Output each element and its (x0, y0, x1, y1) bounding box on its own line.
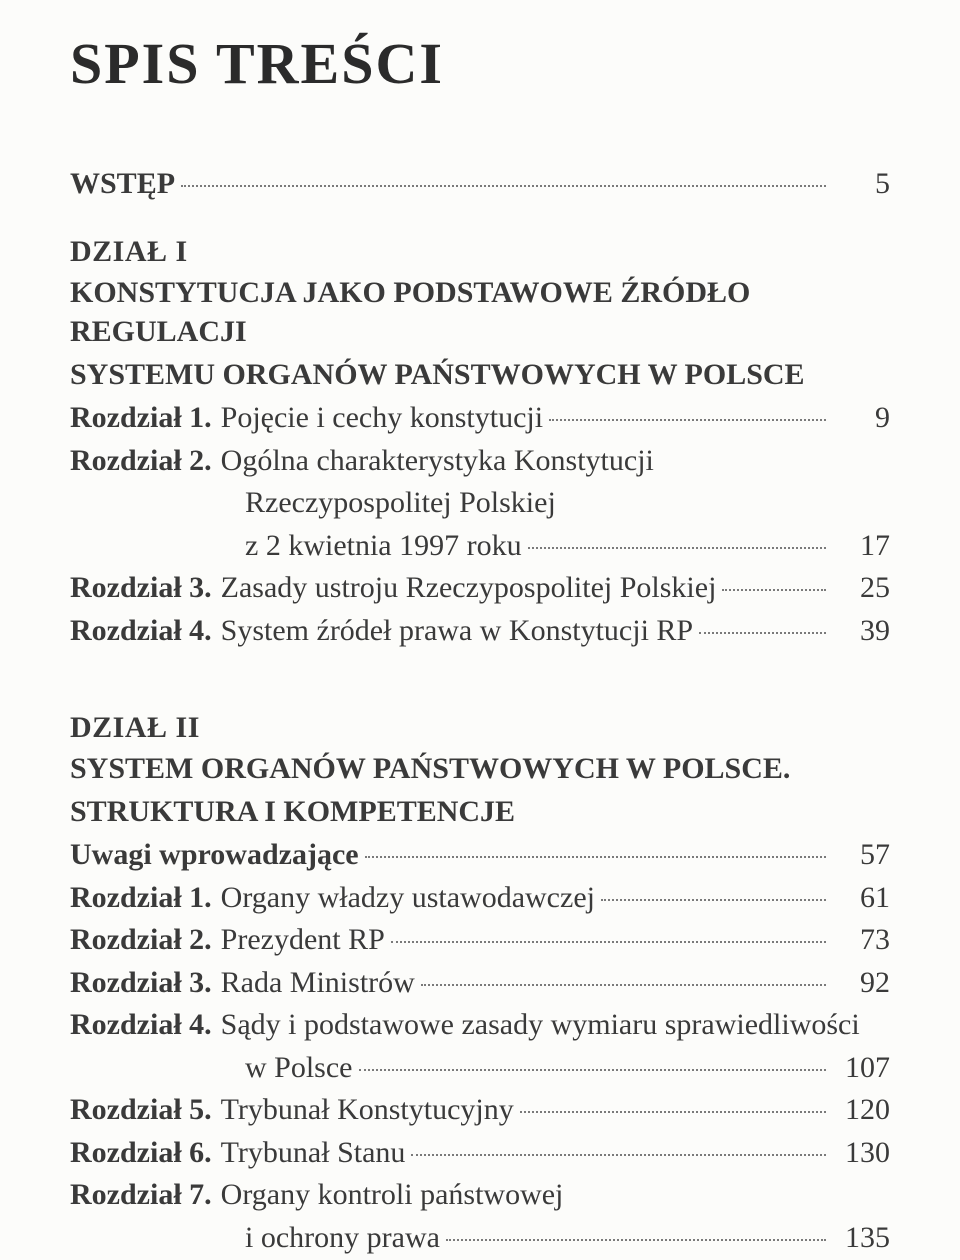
row-text: Ogólna charakterystyka Konstytucji (221, 441, 654, 482)
row-page: 9 (832, 398, 890, 439)
dot-leader (601, 895, 826, 901)
row-page: 17 (832, 526, 890, 567)
row-prefix: Rozdział 6. (70, 1133, 212, 1174)
toc-row-multiline: Rozdział 7. Organy kontroli państwowej i… (70, 1175, 890, 1260)
dot-leader (181, 181, 826, 187)
row-text: Prezydent RP (221, 920, 385, 961)
dot-leader (528, 543, 826, 549)
row-text: System źródeł prawa w Konstytucji RP (221, 611, 693, 652)
toc-row: Rozdział 2. Prezydent RP 73 (70, 920, 890, 961)
intro-page: 5 (832, 167, 890, 201)
row-text: Organy kontroli państwowej (221, 1175, 564, 1216)
toc-row: Rozdział 3. Zasady ustroju Rzeczypospoli… (70, 568, 890, 609)
toc-row: Rozdział 3. Rada Ministrów 92 (70, 963, 890, 1004)
row-page: 135 (832, 1218, 890, 1259)
dot-leader (699, 628, 826, 634)
row-prefix: Rozdział 4. (70, 611, 212, 652)
row-text: z 2 kwietnia 1997 roku (245, 526, 522, 567)
toc-row: Rozdział 1. Pojęcie i cechy konstytucji … (70, 398, 890, 439)
row-page: 39 (832, 611, 890, 652)
intro-label: WSTĘP (70, 167, 175, 201)
row-prefix: Rozdział 2. (70, 441, 212, 482)
row-prefix: Rozdział 1. (70, 878, 212, 919)
row-text: Sądy i podstawowe zasady wymiaru sprawie… (221, 1005, 860, 1046)
row-prefix: Rozdział 4. (70, 1005, 212, 1046)
row-prefix: Rozdział 7. (70, 1175, 212, 1216)
row-page: 25 (832, 568, 890, 609)
row-page: 92 (832, 963, 890, 1004)
row-page: 120 (832, 1090, 890, 1131)
part1-subtitle-line2: SYSTEMU ORGANÓW PAŃSTWOWYCH W POLSCE (70, 355, 890, 394)
row-prefix: Rozdział 3. (70, 963, 212, 1004)
dot-leader (359, 1065, 827, 1071)
dot-leader (722, 585, 826, 591)
row-prefix: Rozdział 2. (70, 920, 212, 961)
part2-subtitle-line2: STRUKTURA I KOMPETENCJE (70, 792, 890, 831)
row-prefix: Rozdział 3. (70, 568, 212, 609)
toc-row: Uwagi wprowadzające 57 (70, 835, 890, 876)
dot-leader (520, 1107, 826, 1113)
toc-row-multiline: Rozdział 4. Sądy i podstawowe zasady wym… (70, 1005, 890, 1090)
row-text: i ochrony prawa (245, 1218, 440, 1259)
row-text: w Polsce (245, 1048, 353, 1089)
row-text: Organy władzy ustawodawczej (221, 878, 595, 919)
toc-row-multiline: Rozdział 2. Ogólna charakterystyka Konst… (70, 441, 890, 569)
part1-head: DZIAŁ I (70, 235, 890, 269)
part2-head: DZIAŁ II (70, 711, 890, 745)
dot-leader (365, 852, 826, 858)
row-page: 57 (832, 835, 890, 876)
row-text: Rada Ministrów (221, 963, 415, 1004)
row-text: Pojęcie i cechy konstytucji (221, 398, 543, 439)
row-page: 73 (832, 920, 890, 961)
dot-leader (411, 1150, 826, 1156)
page-title: SPIS TREŚCI (70, 30, 890, 97)
part2-subtitle-line1: SYSTEM ORGANÓW PAŃSTWOWYCH W POLSCE. (70, 749, 890, 788)
row-prefix: Rozdział 1. (70, 398, 212, 439)
toc-row: Rozdział 1. Organy władzy ustawodawczej … (70, 878, 890, 919)
row-text: Zasady ustroju Rzeczypospolitej Polskiej (221, 568, 717, 609)
toc-intro-row: WSTĘP 5 (70, 167, 890, 201)
toc-row: Rozdział 6. Trybunał Stanu 130 (70, 1133, 890, 1174)
row-page: 61 (832, 878, 890, 919)
row-text: Rzeczypospolitej Polskiej (245, 483, 556, 524)
dot-leader (446, 1235, 826, 1241)
dot-leader (421, 980, 826, 986)
row-text: Trybunał Stanu (221, 1133, 406, 1174)
row-page: 107 (832, 1048, 890, 1089)
toc-row: Rozdział 4. System źródeł prawa w Konsty… (70, 611, 890, 652)
row-prefix: Uwagi wprowadzające (70, 835, 359, 876)
toc-row: Rozdział 5. Trybunał Konstytucyjny 120 (70, 1090, 890, 1131)
part1-subtitle-line1: KONSTYTUCJA JAKO PODSTAWOWE ŹRÓDŁO REGUL… (70, 273, 890, 351)
row-page: 130 (832, 1133, 890, 1174)
row-prefix: Rozdział 5. (70, 1090, 212, 1131)
row-text: Trybunał Konstytucyjny (221, 1090, 514, 1131)
dot-leader (549, 415, 826, 421)
dot-leader (391, 937, 826, 943)
